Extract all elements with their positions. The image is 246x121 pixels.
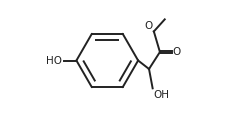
Text: HO: HO xyxy=(46,56,62,65)
Text: OH: OH xyxy=(153,90,169,100)
Text: O: O xyxy=(144,21,153,31)
Text: O: O xyxy=(173,47,181,57)
